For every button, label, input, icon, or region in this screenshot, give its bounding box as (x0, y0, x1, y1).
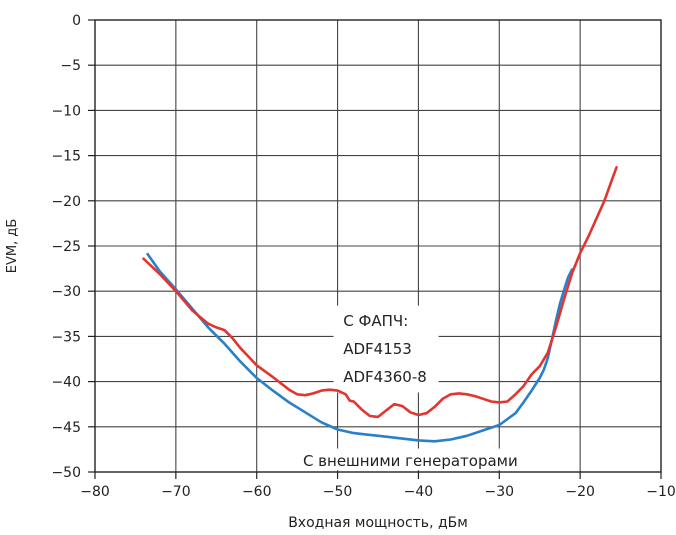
annotation-label: ADF4360-8 (343, 368, 427, 386)
annotation-label: С внешними генераторами (303, 452, 518, 470)
annotation-label: ADF4153 (343, 340, 412, 358)
y-tick-label: −40 (51, 375, 81, 391)
grid (95, 20, 661, 472)
y-tick-label: −25 (51, 239, 81, 255)
x-tick-label: −40 (404, 484, 434, 500)
annotation-mask (333, 305, 439, 393)
x-tick-label: −70 (161, 484, 191, 500)
y-tick-label: −30 (51, 284, 81, 300)
y-tick-label: 0 (72, 13, 81, 29)
y-axis-label: EVM, дБ (5, 219, 20, 274)
annotation-label: С ФАПЧ: (343, 312, 408, 330)
x-tick-label: −50 (323, 484, 353, 500)
x-axis-label: Входная мощность, дБм (288, 515, 468, 531)
x-tick-label: −60 (242, 484, 272, 500)
y-tick-label: −10 (51, 103, 81, 119)
x-tick-label: −30 (485, 484, 515, 500)
annotations: С ФАПЧ: ADF4153 ADF4360-8 С внешними генера… (303, 312, 518, 470)
y-tick-label: −45 (51, 420, 81, 436)
y-tick-label: −5 (60, 58, 81, 74)
x-tick-label: −10 (646, 484, 676, 500)
series (142, 166, 618, 443)
annotation-mask (305, 448, 516, 471)
y-tick-label: −35 (51, 329, 81, 345)
x-tick-label: −20 (565, 484, 595, 500)
y-tick-label: −50 (51, 465, 81, 481)
ticks: −80 −70 −60 −50 −40 −30 −20 −10 0 −5 −10 −15 −20 −25 −… (51, 13, 675, 500)
y-tick-label: −20 (51, 194, 81, 210)
series-line-red (142, 166, 618, 419)
y-tick-label: −15 (51, 149, 81, 165)
x-tick-label: −80 (80, 484, 110, 500)
